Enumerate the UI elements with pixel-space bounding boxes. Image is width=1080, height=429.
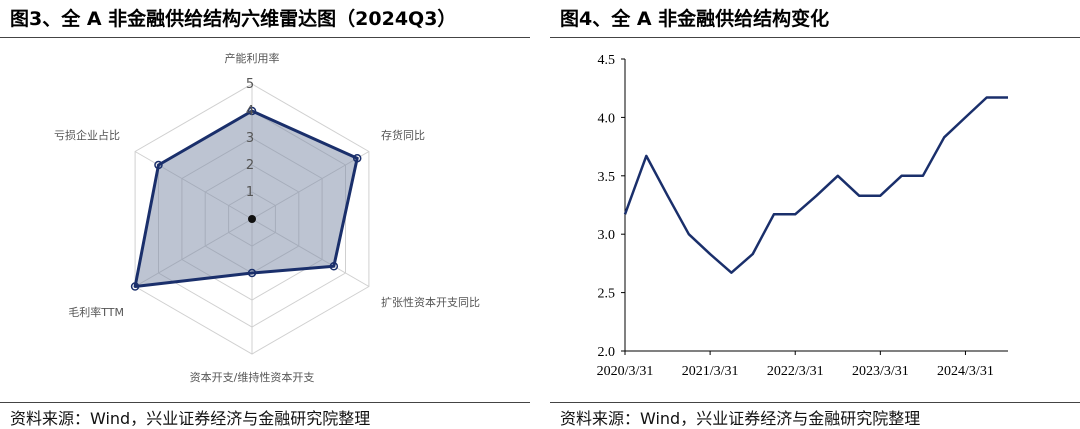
- x-tick-label: 2021/3/31: [682, 364, 739, 379]
- radar-data-point: [130, 282, 140, 291]
- radar-axis-label: 扩张性资本开支同比: [381, 295, 480, 309]
- source-divider: [550, 402, 1080, 403]
- line-chart: 2.0 2.5 3.0 3.5 4.0 4.5 2020/3/31 2021/3/31 2022…: [597, 53, 1009, 379]
- radar-tick-label: 3: [246, 131, 254, 146]
- radar-data-point: [154, 160, 163, 170]
- y-tick-label: 4.5: [598, 53, 616, 68]
- radar-chart-title: 图3、全 A 非金融供给结构六维雷达图（2024Q3）: [10, 8, 457, 30]
- y-tick-label: 3.5: [598, 170, 616, 185]
- y-tick-label: 4.0: [598, 111, 616, 126]
- radar-data-point: [329, 262, 339, 271]
- x-tick-label: 2024/3/31: [937, 364, 994, 379]
- radar-chart-panel: 图3、全 A 非金融供给结构六维雷达图（2024Q3） 1 2 3 4 5 产能利用率存货…: [0, 0, 530, 429]
- title-divider: [550, 37, 1080, 38]
- radar-axis-label: 产能利用率: [225, 51, 280, 65]
- radar-axis-label: 资本开支/维持性资本开支: [190, 370, 315, 384]
- title-divider: [0, 37, 530, 38]
- source-divider: [0, 402, 530, 403]
- radar-tick-label: 5: [246, 77, 254, 92]
- radar-tick-label: 4: [246, 104, 254, 119]
- x-tick-label: 2020/3/31: [597, 364, 654, 379]
- series-line: [623, 96, 1008, 274]
- radar-data-point: [352, 154, 362, 163]
- radar-data-point: [247, 106, 257, 116]
- radar-tick-label: 1: [246, 185, 254, 200]
- radar-data-point: [247, 268, 257, 278]
- radar-axis-label: 存货同比: [381, 128, 425, 142]
- x-tick-label: 2022/3/31: [767, 364, 824, 379]
- radar-chart-source: 资料来源：Wind，兴业证券经济与金融研究院整理: [10, 409, 371, 428]
- line-chart-source: 资料来源：Wind，兴业证券经济与金融研究院整理: [560, 409, 921, 428]
- radar-tick-label: 2: [246, 158, 254, 173]
- y-tick-label: 2.5: [598, 287, 616, 302]
- line-chart-title: 图4、全 A 非金融供给结构变化: [560, 8, 830, 30]
- y-tick-label: 3.0: [598, 228, 616, 243]
- y-tick-label: 2.0: [598, 345, 616, 360]
- radar-center-dot: [248, 215, 256, 223]
- line-chart-panel: 图4、全 A 非金融供给结构变化 2.0 2.5 3.0 3.5 4.0 4.5 2020/…: [550, 0, 1080, 429]
- radar-series-area: [133, 109, 359, 288]
- x-tick-label: 2023/3/31: [852, 364, 909, 379]
- radar-axis-label: 毛利率TTM: [68, 305, 124, 319]
- radar-axis-label: 亏损企业占比: [54, 128, 120, 142]
